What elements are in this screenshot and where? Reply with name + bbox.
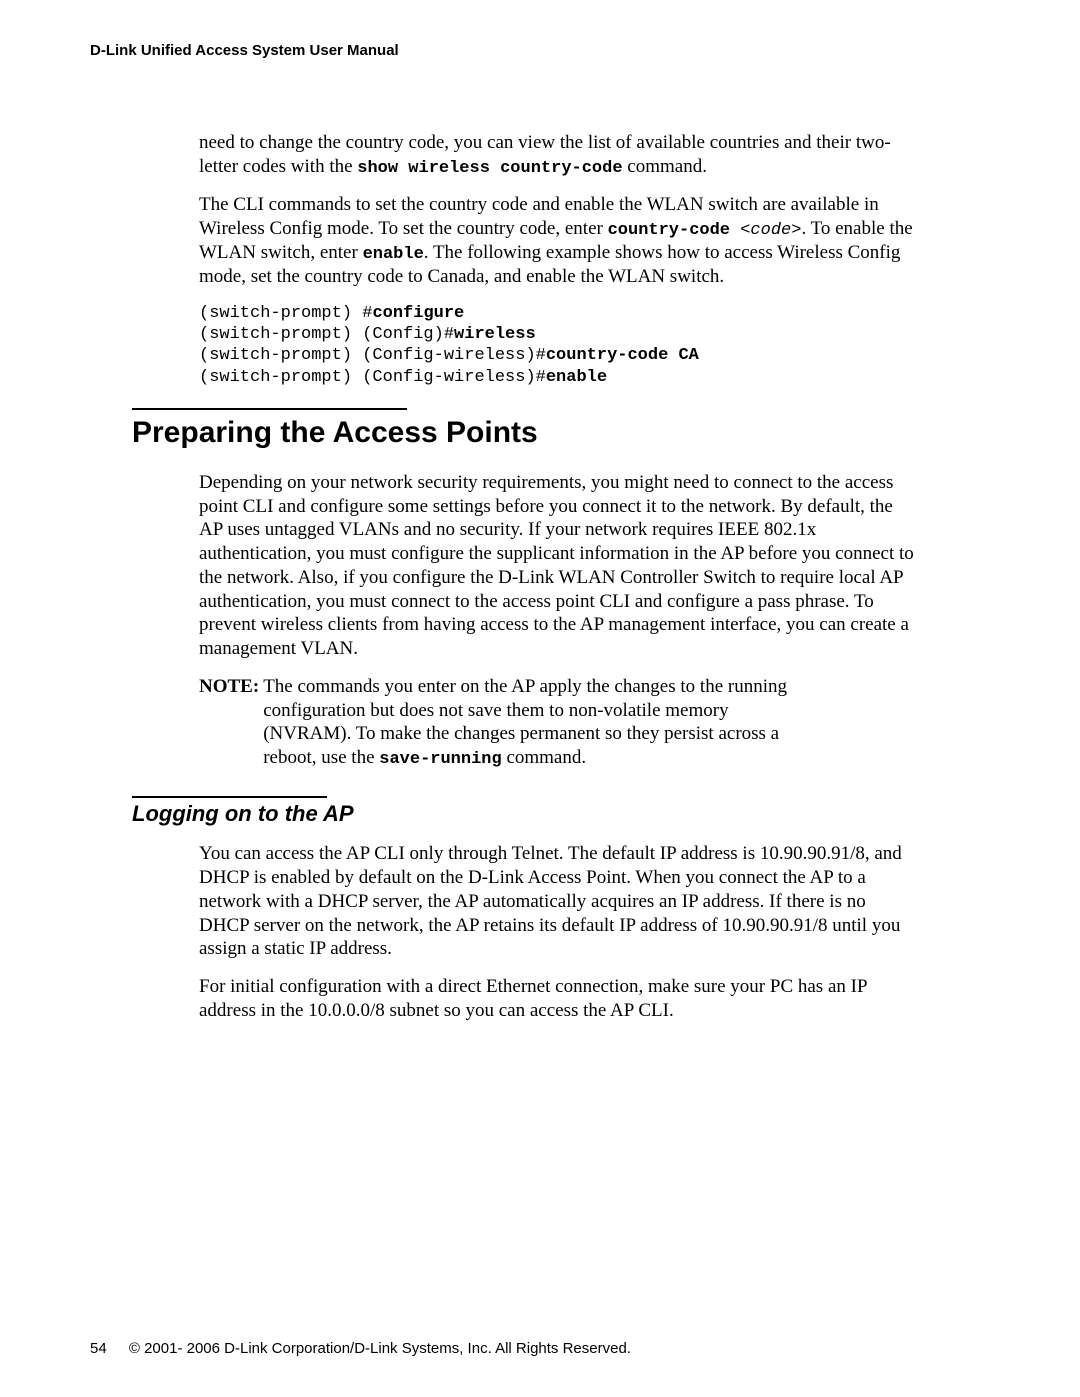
text: command. — [623, 156, 707, 177]
page-footer: 54 © 2001- 2006 D-Link Corporation/D-Lin… — [90, 1340, 631, 1359]
intro-paragraph-2: The CLI commands to set the country code… — [199, 193, 920, 289]
cli-arg-inline: <code> — [740, 221, 801, 240]
page-number: 54 — [90, 1340, 107, 1359]
cli-command-inline: save-running — [379, 750, 501, 769]
copyright-text: © 2001- 2006 D-Link Corporation/D-Link S… — [129, 1340, 631, 1357]
cli-command-inline: enable — [363, 245, 424, 264]
cli-input: enable — [546, 368, 607, 387]
cli-prompt: (switch-prompt) (Config)# — [199, 325, 454, 344]
note-body: The commands you enter on the AP apply t… — [263, 675, 810, 771]
subsection-heading-rule — [132, 796, 327, 798]
cli-input: configure — [372, 304, 464, 323]
section-heading: Preparing the Access Points — [132, 416, 990, 449]
intro-paragraph-1: need to change the country code, you can… — [199, 131, 920, 179]
section-paragraph-1: Depending on your network security requi… — [199, 471, 920, 661]
cli-prompt: (switch-prompt) # — [199, 304, 372, 323]
cli-input: country-code CA — [546, 346, 699, 365]
cli-example-block: (switch-prompt) #configure (switch-promp… — [199, 303, 920, 388]
note-label: NOTE: — [199, 675, 263, 699]
text: command. — [502, 747, 586, 768]
body-column: You can access the AP CLI only through T… — [199, 842, 920, 1022]
subsection-paragraph-1: You can access the AP CLI only through T… — [199, 842, 920, 961]
manual-page: D-Link Unified Access System User Manual… — [0, 0, 1080, 1397]
body-column: need to change the country code, you can… — [199, 131, 920, 388]
subsection-heading-block: Logging on to the AP — [132, 796, 990, 826]
cli-command-inline: country-code — [608, 221, 741, 240]
running-head: D-Link Unified Access System User Manual — [90, 42, 990, 61]
subsection-paragraph-2: For initial configuration with a direct … — [199, 975, 920, 1023]
cli-prompt: (switch-prompt) (Config-wireless)# — [199, 346, 546, 365]
cli-command-inline: show wireless country-code — [357, 159, 622, 178]
subsection-heading: Logging on to the AP — [132, 802, 990, 826]
section-heading-block: Preparing the Access Points — [132, 408, 990, 449]
cli-input: wireless — [454, 325, 536, 344]
note-block: NOTE: The commands you enter on the AP a… — [199, 675, 810, 771]
body-column: Depending on your network security requi… — [199, 471, 920, 771]
section-heading-rule — [132, 408, 407, 410]
cli-prompt: (switch-prompt) (Config-wireless)# — [199, 368, 546, 387]
